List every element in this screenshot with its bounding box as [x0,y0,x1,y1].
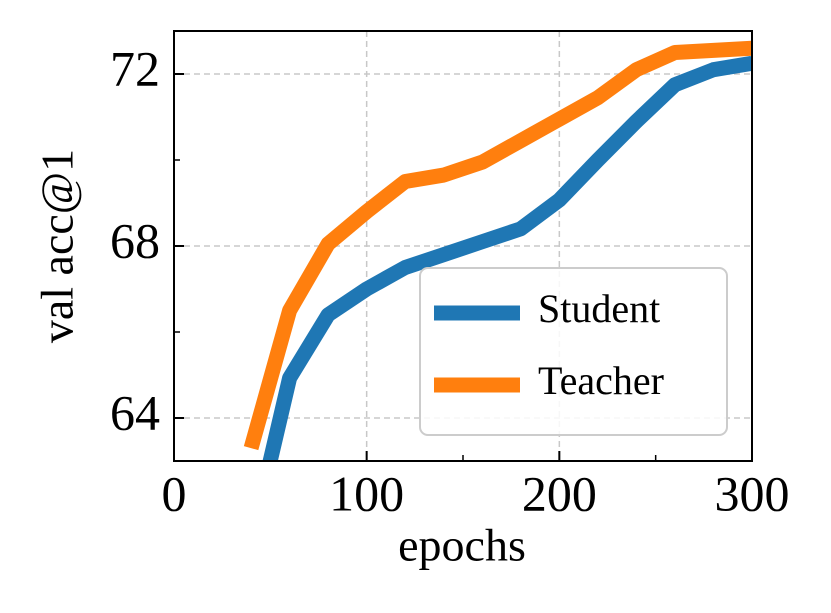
plot-frame [173,30,753,462]
y-tick-label: 64 [110,384,160,440]
legend-label: Teacher [538,358,664,403]
x-axis-label: epochs [398,520,526,571]
x-tick-label: 300 [715,465,790,521]
plot-area [243,40,752,461]
x-tick-label: 0 [162,465,187,521]
y-axis-label: val acc@1 [32,149,83,343]
legend-label: Student [538,286,660,331]
x-tick-label: 100 [329,465,404,521]
y-tick-label: 68 [110,212,160,268]
series-line [243,40,752,451]
series-line [262,55,752,461]
y-tick-label: 72 [110,40,160,96]
x-tick-label: 200 [522,465,597,521]
